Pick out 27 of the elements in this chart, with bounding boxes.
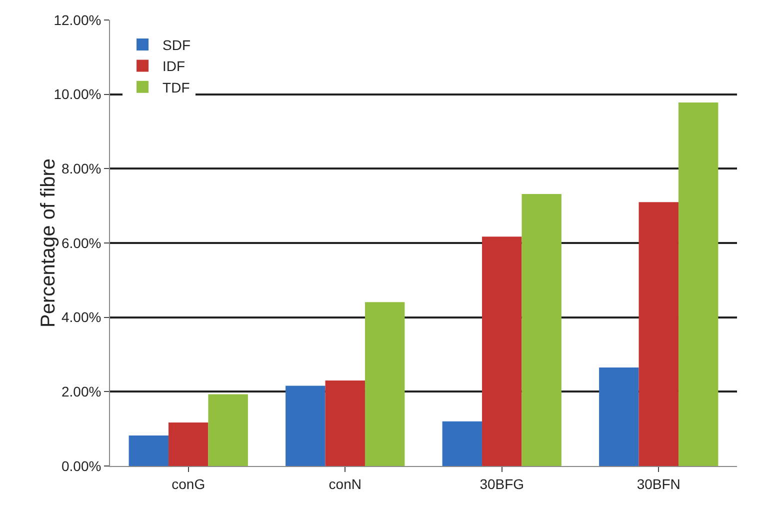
x-tick-label: conN bbox=[328, 476, 362, 492]
bar bbox=[208, 394, 248, 466]
bar bbox=[678, 102, 718, 466]
y-tick-label: 2.00% bbox=[61, 384, 102, 400]
y-tick-label: 4.00% bbox=[61, 309, 102, 326]
legend-label: TDF bbox=[162, 79, 190, 96]
x-tick-label: 30BFG bbox=[480, 476, 524, 492]
y-tick-label: 8.00% bbox=[61, 160, 102, 177]
bar bbox=[482, 236, 522, 466]
bar bbox=[364, 302, 405, 466]
y-tick-label: 10.00% bbox=[54, 86, 102, 102]
bar bbox=[128, 436, 169, 466]
bar bbox=[286, 386, 326, 466]
y-axis-title: Percentage of fibre bbox=[37, 158, 60, 328]
bar bbox=[325, 380, 365, 466]
legend-label: IDF bbox=[162, 58, 186, 74]
legend-label: SDF bbox=[162, 36, 191, 53]
bar bbox=[599, 368, 639, 466]
y-tick-label: 0.00% bbox=[61, 458, 102, 474]
x-tick-label: conG bbox=[172, 476, 206, 492]
bar bbox=[522, 194, 562, 466]
x-tick-label: 30BFN bbox=[636, 476, 680, 492]
bar bbox=[638, 202, 678, 466]
bar bbox=[168, 422, 208, 466]
y-tick-label: 6.00% bbox=[61, 234, 102, 251]
bar bbox=[442, 421, 482, 466]
y-tick-label: 12.00% bbox=[54, 12, 102, 28]
